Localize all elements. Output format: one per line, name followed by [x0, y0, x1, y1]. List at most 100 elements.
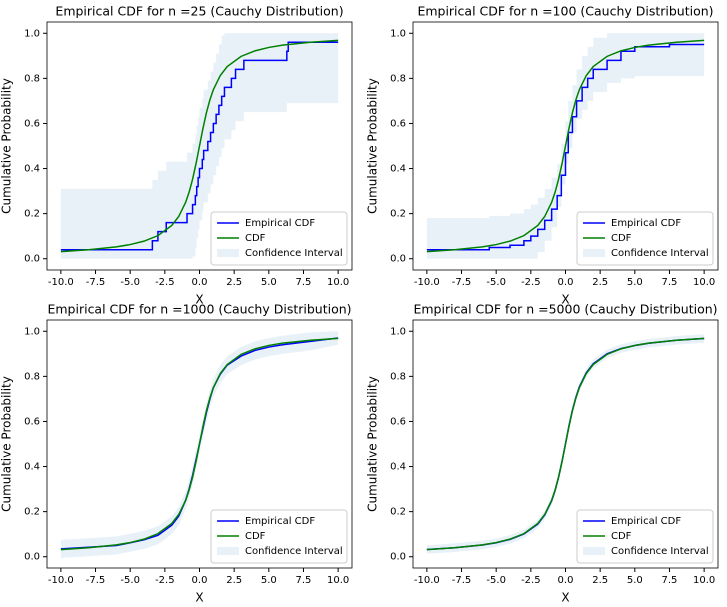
- subplot: Empirical CDF for n =100 (Cauchy Distrib…: [366, 4, 719, 307]
- x-axis-label: X: [561, 591, 569, 605]
- subplot: Empirical CDF for n =5000 (Cauchy Distri…: [366, 302, 719, 605]
- x-tick-label: 0.0: [192, 277, 208, 288]
- y-tick-label: 0.8: [390, 73, 406, 84]
- legend-swatch: [217, 249, 239, 257]
- x-tick-label: 10.0: [693, 575, 715, 586]
- y-tick-label: 1.0: [24, 326, 40, 337]
- x-tick-label: 0.0: [558, 575, 574, 586]
- x-tick-label: -5.0: [486, 277, 506, 288]
- y-tick-label: 0.6: [390, 416, 406, 427]
- y-tick-label: 0.8: [24, 73, 40, 84]
- cdf-line: [60, 39, 339, 253]
- y-tick-label: 0.4: [24, 462, 40, 473]
- x-tick-label: 7.5: [662, 575, 678, 586]
- cdf-line: [426, 337, 705, 551]
- x-tick-label: 10.0: [327, 575, 349, 586]
- x-tick-label: -7.5: [452, 277, 472, 288]
- legend-label: Empirical CDF: [245, 516, 315, 527]
- x-tick-label: 0.0: [192, 575, 208, 586]
- x-tick-label: -2.5: [155, 575, 175, 586]
- x-tick-label: -7.5: [86, 575, 106, 586]
- legend-label: Empirical CDF: [611, 516, 681, 527]
- subplot: Empirical CDF for n =1000 (Cauchy Distri…: [0, 302, 353, 605]
- x-tick-label: -2.5: [155, 277, 175, 288]
- legend-swatch: [217, 547, 239, 555]
- y-tick-label: 1.0: [390, 326, 406, 337]
- x-tick-label: 2.5: [592, 277, 608, 288]
- x-tick-label: 2.5: [226, 277, 242, 288]
- legend-label: CDF: [611, 531, 632, 542]
- x-tick-label: -10.0: [414, 277, 440, 288]
- y-axis-label: Cumulative Probability: [366, 376, 380, 512]
- subplot: Empirical CDF for n =25 (Cauchy Distribu…: [0, 4, 353, 307]
- y-tick-label: 1.0: [24, 28, 40, 39]
- legend-label: Empirical CDF: [611, 218, 681, 229]
- x-tick-label: 7.5: [296, 575, 312, 586]
- cdf-line: [60, 337, 339, 551]
- legend-label: CDF: [611, 233, 632, 244]
- x-tick-label: 5.0: [261, 575, 277, 586]
- x-tick-label: 0.0: [558, 277, 574, 288]
- x-axis-label: X: [195, 591, 203, 605]
- chart-title: Empirical CDF for n =1000 (Cauchy Distri…: [47, 302, 351, 317]
- x-tick-label: -7.5: [86, 277, 106, 288]
- y-tick-label: 0.4: [390, 462, 406, 473]
- x-tick-label: -10.0: [48, 575, 74, 586]
- y-tick-label: 0.0: [390, 552, 406, 563]
- legend-label: CDF: [245, 531, 266, 542]
- y-tick-label: 0.0: [24, 254, 40, 265]
- y-tick-label: 0.2: [24, 209, 40, 220]
- cdf-line: [426, 43, 705, 251]
- x-tick-label: 10.0: [327, 277, 349, 288]
- x-tick-label: -10.0: [414, 575, 440, 586]
- cdf-line: [60, 41, 339, 251]
- x-tick-label: -5.0: [120, 575, 140, 586]
- legend-label: Confidence Interval: [611, 248, 709, 259]
- legend-label: Empirical CDF: [245, 218, 315, 229]
- x-tick-label: -2.5: [521, 277, 541, 288]
- x-tick-label: 5.0: [261, 277, 277, 288]
- legend-box: [576, 509, 714, 564]
- x-tick-label: -7.5: [452, 575, 472, 586]
- x-tick-label: 7.5: [662, 277, 678, 288]
- y-tick-label: 0.2: [390, 209, 406, 220]
- chart-title: Empirical CDF for n =25 (Cauchy Distribu…: [55, 4, 343, 19]
- legend-label: CDF: [245, 233, 266, 244]
- y-tick-label: 0.4: [390, 164, 406, 175]
- chart-title: Empirical CDF for n =100 (Cauchy Distrib…: [417, 4, 713, 19]
- y-tick-label: 0.6: [24, 416, 40, 427]
- y-axis-label: Cumulative Probability: [366, 78, 380, 214]
- x-tick-label: 5.0: [627, 575, 643, 586]
- legend-box: [576, 211, 714, 266]
- x-tick-label: -5.0: [486, 575, 506, 586]
- y-tick-label: 0.4: [24, 164, 40, 175]
- x-tick-label: 10.0: [693, 277, 715, 288]
- x-tick-label: 2.5: [226, 575, 242, 586]
- legend-swatch: [583, 249, 605, 257]
- y-tick-label: 1.0: [390, 28, 406, 39]
- y-tick-label: 0.6: [24, 118, 40, 129]
- chart-title: Empirical CDF for n =5000 (Cauchy Distri…: [413, 302, 717, 317]
- x-tick-label: 5.0: [627, 277, 643, 288]
- x-tick-label: -2.5: [521, 575, 541, 586]
- legend-label: Confidence Interval: [245, 546, 343, 557]
- legend-box: [210, 211, 348, 266]
- x-tick-label: 2.5: [592, 575, 608, 586]
- legend-label: Confidence Interval: [611, 546, 709, 557]
- y-tick-label: 0.0: [24, 552, 40, 563]
- y-tick-label: 0.8: [390, 371, 406, 382]
- x-axis-label: X: [561, 293, 569, 307]
- x-tick-label: 7.5: [296, 277, 312, 288]
- x-axis-label: X: [195, 293, 203, 307]
- y-tick-label: 0.6: [390, 118, 406, 129]
- y-tick-label: 0.0: [390, 254, 406, 265]
- x-tick-label: -10.0: [48, 277, 74, 288]
- legend-label: Confidence Interval: [245, 248, 343, 259]
- cdf-line: [426, 39, 705, 253]
- y-axis-label: Cumulative Probability: [0, 376, 14, 512]
- y-axis-label: Cumulative Probability: [0, 78, 14, 214]
- legend-box: [210, 509, 348, 564]
- y-tick-label: 0.8: [24, 371, 40, 382]
- y-tick-label: 0.2: [24, 507, 40, 518]
